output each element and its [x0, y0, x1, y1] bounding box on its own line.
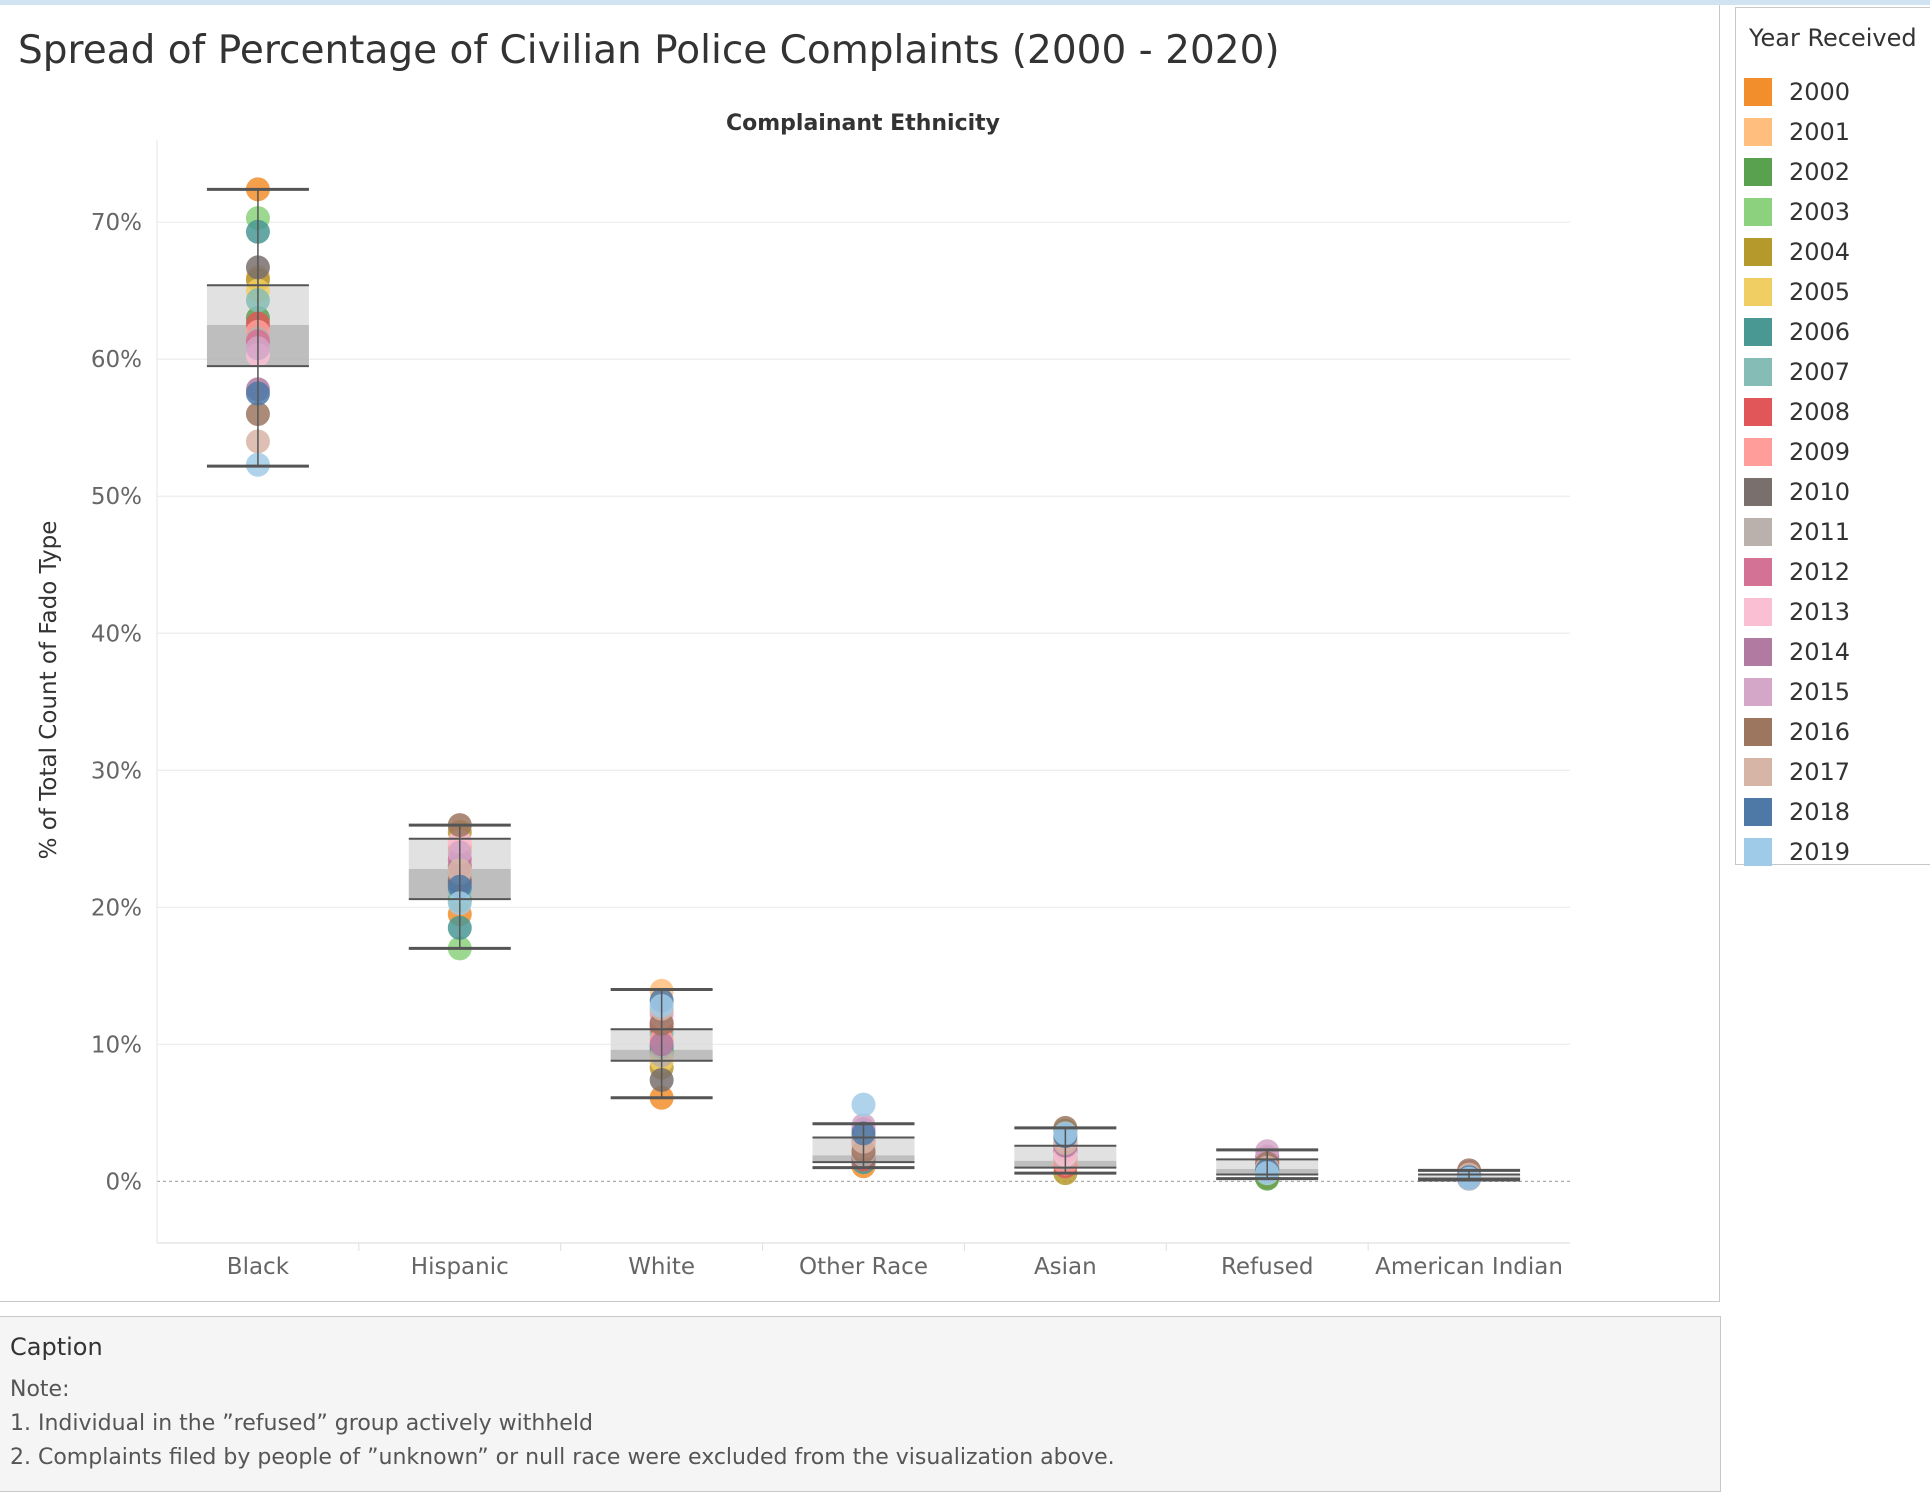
- legend-label: 2019: [1789, 838, 1851, 866]
- legend-swatch: [1744, 118, 1772, 146]
- legend-item-2001[interactable]: 2001: [1744, 117, 1850, 147]
- legend-label: 2007: [1789, 358, 1851, 386]
- legend-item-2016[interactable]: 2016: [1744, 717, 1850, 747]
- legend-swatch: [1744, 638, 1772, 666]
- y-axis-label: % of Total Count of Fado Type: [36, 521, 62, 860]
- axes: 0% 10% 20% 30% 40% 50% 60% 70% Black Hispanic Whit…: [91, 140, 1570, 1280]
- caption-note: Note:: [10, 1377, 70, 1402]
- legend-label: 2001: [1789, 118, 1851, 146]
- legend-item-2008[interactable]: 2008: [1744, 397, 1850, 427]
- legend-swatch: [1744, 198, 1772, 226]
- legend-item-2009[interactable]: 2009: [1744, 437, 1850, 467]
- y-tick-label: 30%: [91, 758, 142, 784]
- legend-swatch: [1744, 718, 1772, 746]
- legend-swatch: [1744, 598, 1772, 626]
- visualization-frame: [0, 5, 1720, 1302]
- legend-swatch: [1744, 398, 1772, 426]
- legend-swatch: [1744, 278, 1772, 306]
- legend-item-2003[interactable]: 2003: [1744, 197, 1850, 227]
- data-point-2019: [851, 1092, 876, 1117]
- y-tick-label: 60%: [91, 347, 142, 373]
- legend-item-2007[interactable]: 2007: [1744, 357, 1850, 387]
- legend-swatch: [1744, 678, 1772, 706]
- legend-item-2012[interactable]: 2012: [1744, 557, 1850, 587]
- legend-item-2014[interactable]: 2014: [1744, 637, 1850, 667]
- legend-item-2000[interactable]: 2000: [1744, 77, 1850, 107]
- legend-label: 2010: [1789, 478, 1851, 506]
- legend-swatch: [1744, 518, 1772, 546]
- box-plot-chart: 0% 10% 20% 30% 40% 50% 60% 70% Black Hispanic Whit…: [36, 111, 1570, 1280]
- y-tick-label: 70%: [91, 210, 142, 236]
- caption-line-2: 2. Complaints filed by people of ”unknow…: [10, 1445, 1115, 1470]
- legend-item-2013[interactable]: 2013: [1744, 597, 1850, 627]
- legend-label: 2015: [1789, 678, 1851, 706]
- legend-swatch: [1744, 318, 1772, 346]
- legend-swatch: [1744, 238, 1772, 266]
- legend-label: 2003: [1789, 198, 1851, 226]
- caption-title: Caption: [10, 1333, 103, 1361]
- legend-title: Year Received: [1749, 24, 1917, 52]
- grid-lines: [157, 221, 1570, 1182]
- legend-label: 2018: [1789, 798, 1851, 826]
- legend-label: 2013: [1789, 598, 1851, 626]
- legend-swatch: [1744, 478, 1772, 506]
- x-tick-label: Asian: [1034, 1254, 1097, 1280]
- data-points: [245, 177, 1482, 1191]
- legend-label: 2002: [1789, 158, 1851, 186]
- y-tick-label: 10%: [91, 1032, 142, 1058]
- legend-label: 2008: [1789, 398, 1851, 426]
- y-tick-label: 20%: [91, 895, 142, 921]
- color-legend: Year Received 2000 2001 2002 2003 2004 2005 20…: [1735, 7, 1930, 867]
- legend-label: 2017: [1789, 758, 1851, 786]
- legend-item-2004[interactable]: 2004: [1744, 237, 1850, 267]
- legend-label: 2016: [1789, 718, 1851, 746]
- x-tick-label: White: [628, 1254, 695, 1280]
- y-tick-label: 40%: [91, 621, 142, 647]
- legend-label: 2004: [1789, 238, 1851, 266]
- x-tick-label: Refused: [1221, 1254, 1314, 1280]
- x-tick-label: Other Race: [799, 1254, 928, 1280]
- legend-swatch: [1744, 558, 1772, 586]
- legend-swatch: [1744, 358, 1772, 386]
- legend-item-2011[interactable]: 2011: [1744, 517, 1850, 547]
- x-tick-label: American Indian: [1375, 1254, 1563, 1280]
- legend-label: 2005: [1789, 278, 1851, 306]
- legend-label: 2009: [1789, 438, 1851, 466]
- legend-item-2005[interactable]: 2005: [1744, 277, 1850, 307]
- legend-swatch: [1744, 158, 1772, 186]
- legend-item-2010[interactable]: 2010: [1744, 477, 1850, 507]
- legend-item-2015[interactable]: 2015: [1744, 677, 1850, 707]
- caption-panel: Caption Note: 1. Individual in the ”refu…: [0, 1316, 1721, 1492]
- legend-swatch: [1744, 758, 1772, 786]
- legend-item-2018[interactable]: 2018: [1744, 797, 1850, 827]
- legend-label: 2006: [1789, 318, 1851, 346]
- page-title: Spread of Percentage of Civilian Police …: [18, 28, 1280, 73]
- legend-swatch: [1744, 78, 1772, 106]
- x-tick-label: Black: [227, 1254, 290, 1280]
- whiskers: [206, 187, 1521, 1182]
- legend-label: 2000: [1789, 78, 1851, 106]
- legend-item-2006[interactable]: 2006: [1744, 317, 1850, 347]
- legend-item-2002[interactable]: 2002: [1744, 157, 1850, 187]
- legend-label: 2011: [1789, 518, 1851, 546]
- legend-swatch: [1744, 798, 1772, 826]
- caption-line-1: 1. Individual in the ”refused” group act…: [10, 1411, 593, 1436]
- y-tick-label: 0%: [106, 1169, 143, 1195]
- legend-item-2019[interactable]: 2019: [1744, 837, 1850, 867]
- y-tick-label: 50%: [91, 484, 142, 510]
- legend-label: 2014: [1789, 638, 1851, 666]
- top-accent-bar: [0, 0, 1930, 5]
- x-tick-label: Hispanic: [411, 1254, 509, 1280]
- column-header: Complainant Ethnicity: [726, 111, 1000, 136]
- legend-item-2017[interactable]: 2017: [1744, 757, 1850, 787]
- legend-swatch: [1744, 838, 1772, 866]
- legend-swatch: [1744, 438, 1772, 466]
- legend-label: 2012: [1789, 558, 1851, 586]
